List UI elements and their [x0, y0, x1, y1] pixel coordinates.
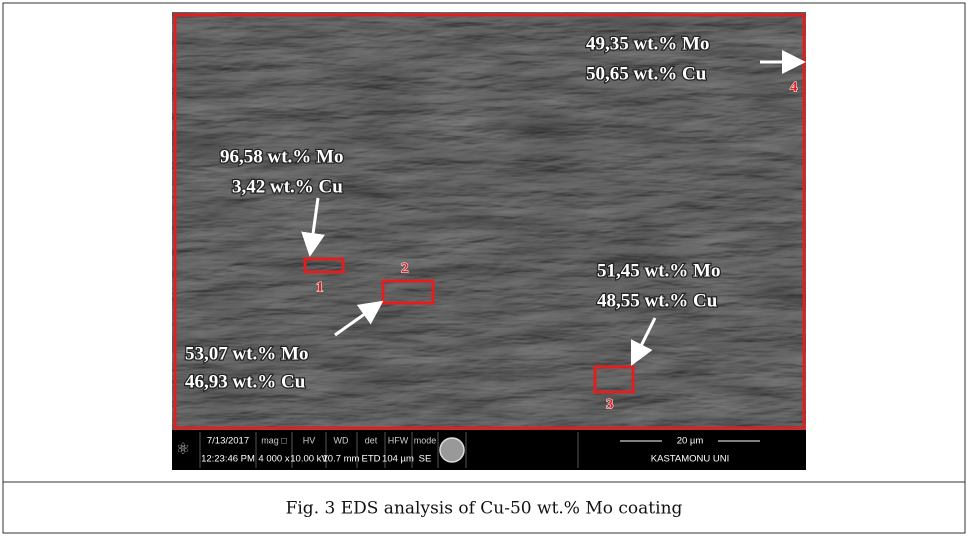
image-texture: [172, 12, 806, 430]
scale-label: 20 µm: [677, 436, 704, 447]
annotation-text: 46,93 wt.% Cu: [185, 371, 306, 392]
info-value: SE: [419, 454, 432, 465]
figure-page: 49,35 wt.% Mo 50,65 wt.% Cu 4 96,58 wt.%…: [0, 0, 968, 536]
region-label: 2: [401, 260, 409, 276]
info-date: 7/13/2017: [207, 436, 249, 447]
logo-icon: ⚛: [176, 441, 190, 458]
info-label: mag □: [261, 435, 287, 445]
annotation-text: 48,55 wt.% Cu: [597, 290, 718, 311]
annotation-text: 96,58 wt.% Mo: [220, 146, 343, 167]
annotation-text: 50,65 wt.% Cu: [586, 63, 707, 84]
annotation-text: 51,45 wt.% Mo: [597, 260, 720, 281]
info-label: WD: [334, 435, 349, 445]
region-label: 4: [790, 79, 798, 95]
detector-icon: [440, 438, 464, 462]
figure-caption: Fig. 3 EDS analysis of Cu-50 wt.% Mo coa…: [286, 499, 683, 519]
annotation-text: 53,07 wt.% Mo: [185, 343, 308, 364]
annotation-text: 49,35 wt.% Mo: [586, 33, 709, 54]
region-label: 1: [316, 279, 324, 295]
info-label: mode: [414, 435, 437, 445]
info-value: ETD: [362, 454, 381, 465]
info-label: HFW: [388, 435, 409, 445]
info-value: 10.7 mm: [323, 454, 360, 465]
info-time: 12:23:46 PM: [201, 454, 255, 465]
institution: KASTAMONU UNI: [651, 454, 729, 465]
info-bar: ⚛ 7/13/2017 12:23:46 PM mag □ 4 000 x HV…: [172, 430, 806, 470]
info-label: HV: [303, 435, 316, 445]
annotation-text: 3,42 wt.% Cu: [232, 176, 343, 197]
info-label: det: [365, 435, 378, 445]
sem-image: 49,35 wt.% Mo 50,65 wt.% Cu 4 96,58 wt.%…: [172, 12, 806, 470]
info-value: 104 µm: [382, 454, 414, 465]
info-value: 4 000 x: [258, 454, 289, 465]
region-label: 3: [606, 396, 614, 412]
